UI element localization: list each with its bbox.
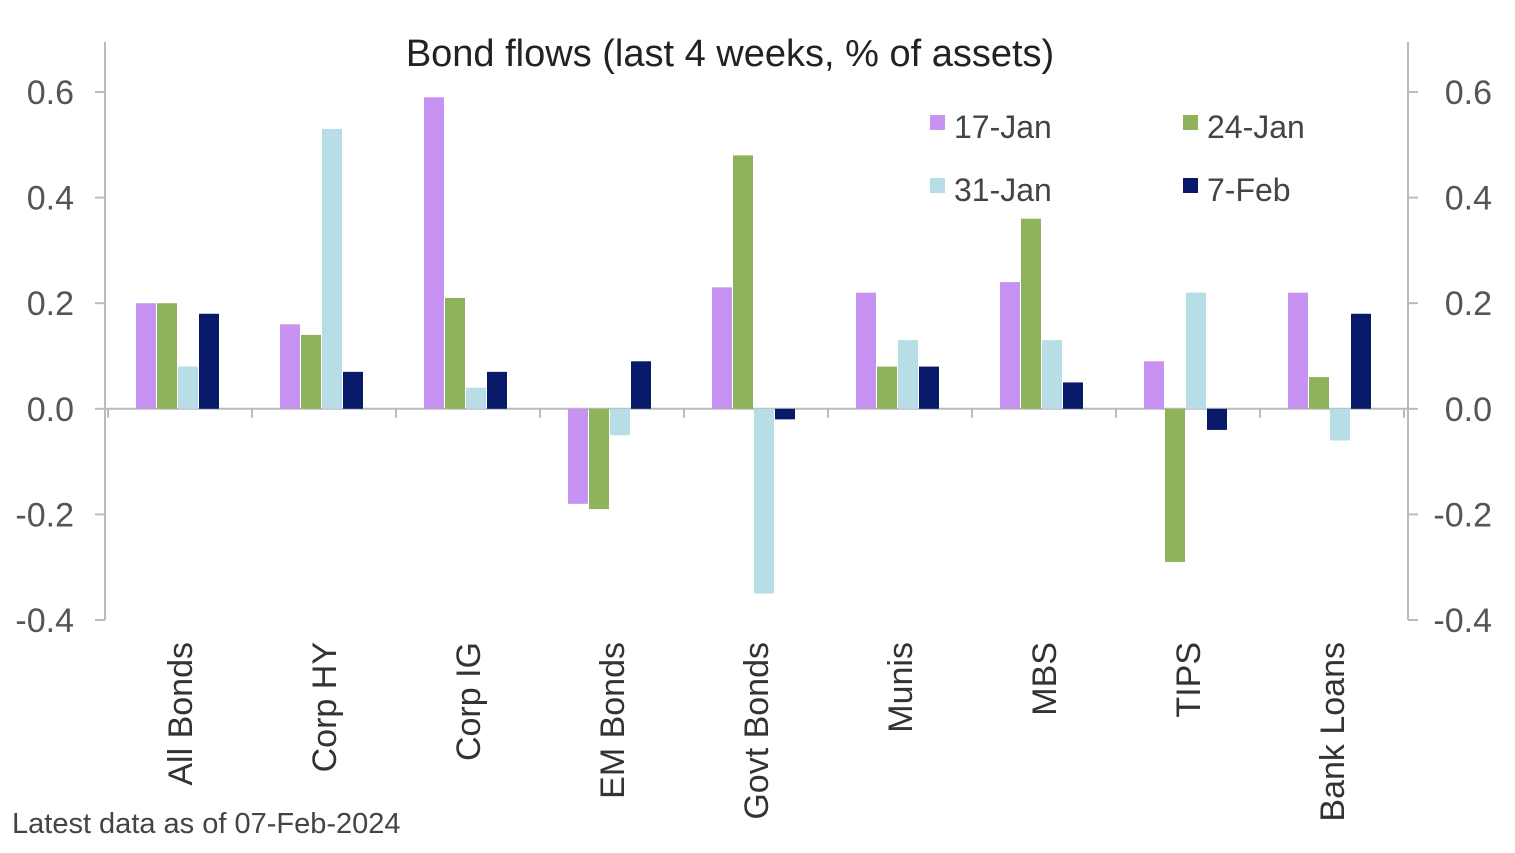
left-tick-label: -0.4 [15, 602, 74, 640]
bar-24-jan-munis [877, 366, 897, 409]
bar-17-jan-munis [856, 292, 876, 409]
category-label: EM Bonds [594, 642, 632, 799]
bar-17-jan-em-bonds [568, 408, 588, 504]
bar-7-feb-bank-loans [1351, 313, 1371, 409]
category-label: MBS [1026, 642, 1064, 716]
right-tick-label: -0.4 [1433, 602, 1492, 640]
left-tick-label: 0.0 [27, 391, 74, 429]
bar-24-jan-govt-bonds [733, 155, 753, 409]
bars-layer [136, 97, 1371, 594]
bar-31-jan-corp-hy [322, 128, 342, 409]
category-label: TIPS [1170, 642, 1208, 718]
bar-17-jan-tips [1144, 361, 1164, 409]
category-label: All Bonds [162, 642, 200, 786]
bar-31-jan-govt-bonds [754, 408, 774, 594]
chart-title: Bond flows (last 4 weeks, % of assets) [406, 33, 1054, 75]
category-label: Munis [882, 642, 920, 733]
right-tick-label: 0.0 [1445, 391, 1492, 429]
bar-24-jan-mbs [1021, 218, 1041, 409]
bar-31-jan-em-bonds [610, 408, 630, 436]
right-tick-label: -0.2 [1433, 496, 1492, 534]
bar-7-feb-em-bonds [631, 361, 651, 409]
bar-24-jan-corp-hy [301, 334, 321, 409]
category-label: Bank Loans [1314, 642, 1352, 822]
legend-label: 31-Jan [954, 172, 1052, 208]
bar-17-jan-corp-ig [424, 97, 444, 409]
legend: 17-Jan 24-Jan 31-Jan 7-Feb [930, 109, 1305, 208]
bar-7-feb-govt-bonds [775, 408, 795, 420]
bar-7-feb-munis [919, 366, 939, 409]
bar-24-jan-corp-ig [445, 297, 465, 409]
legend-label: 24-Jan [1207, 109, 1305, 145]
bar-24-jan-em-bonds [589, 408, 609, 510]
legend-label: 7-Feb [1207, 172, 1291, 208]
bar-7-feb-tips [1207, 408, 1227, 430]
bar-17-jan-bank-loans [1288, 292, 1308, 409]
bar-31-jan-mbs [1042, 340, 1062, 409]
bar-7-feb-corp-ig [487, 371, 507, 409]
legend-label: 17-Jan [954, 109, 1052, 145]
legend-swatch [1183, 178, 1198, 193]
left-tick-label: 0.4 [27, 180, 74, 218]
category-label: Corp HY [306, 642, 344, 772]
bar-7-feb-corp-hy [343, 371, 363, 409]
legend-swatch [930, 115, 945, 130]
bar-17-jan-corp-hy [280, 324, 300, 409]
bar-24-jan-tips [1165, 408, 1185, 562]
bar-17-jan-mbs [1000, 282, 1020, 409]
bar-7-feb-all-bonds [199, 313, 219, 409]
bar-7-feb-mbs [1063, 382, 1083, 409]
bar-31-jan-all-bonds [178, 366, 198, 409]
labels-layer: 0.6 0.6 0.4 0.4 0.2 0.2 0.0 0.0 -0.2 -0.2 -0.4 -0.4… [15, 74, 1492, 822]
legend-swatch [930, 178, 945, 193]
bar-24-jan-all-bonds [157, 303, 177, 409]
bar-31-jan-munis [898, 340, 918, 409]
bar-31-jan-corp-ig [466, 387, 486, 409]
bar-31-jan-bank-loans [1330, 408, 1350, 441]
category-label: Corp IG [450, 642, 488, 761]
left-tick-label: 0.2 [27, 285, 74, 323]
right-tick-label: 0.4 [1445, 180, 1492, 218]
category-label: Govt Bonds [738, 642, 776, 820]
bar-31-jan-tips [1186, 292, 1206, 409]
legend-swatch [1183, 115, 1198, 130]
bar-17-jan-all-bonds [136, 303, 156, 409]
footnote: Latest data as of 07-Feb-2024 [12, 808, 401, 840]
right-tick-label: 0.2 [1445, 285, 1492, 323]
left-tick-label: 0.6 [27, 74, 74, 112]
bar-24-jan-bank-loans [1309, 377, 1329, 409]
left-tick-label: -0.2 [15, 496, 74, 534]
bar-17-jan-govt-bonds [712, 287, 732, 409]
right-tick-label: 0.6 [1445, 74, 1492, 112]
